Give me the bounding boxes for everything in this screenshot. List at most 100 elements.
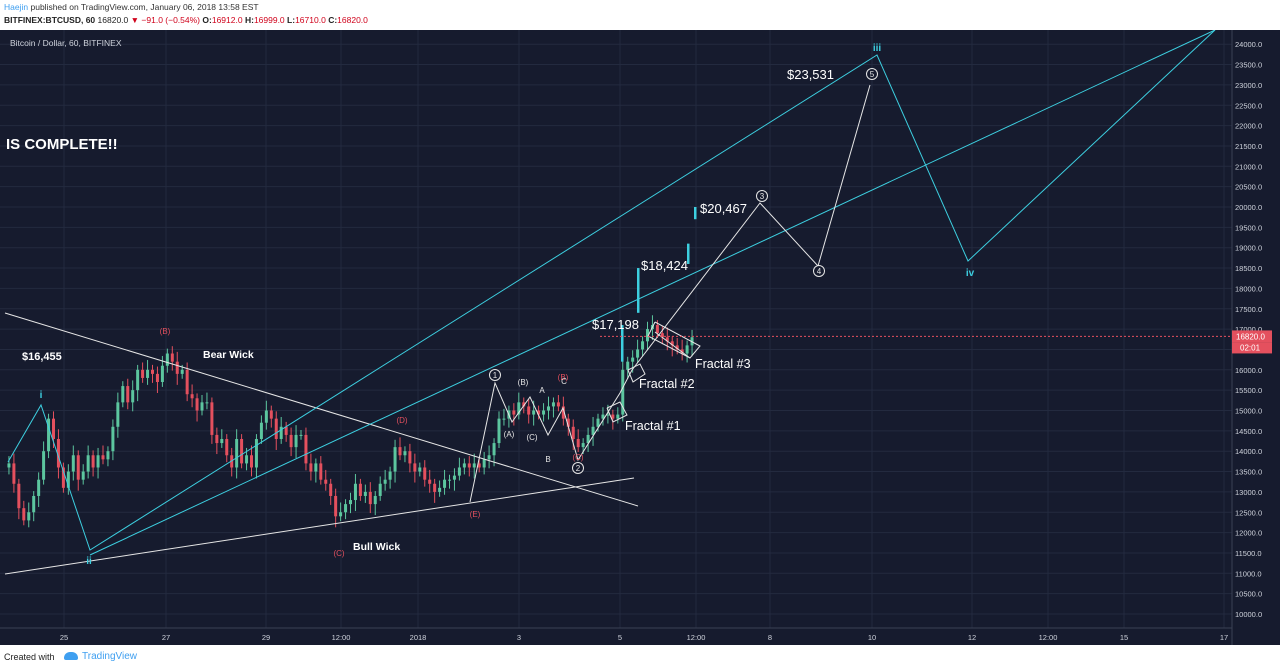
wave-label-iii: iii (873, 43, 882, 54)
candle-body (334, 495, 338, 517)
fractal-1-box (606, 401, 628, 423)
candle-body (240, 438, 244, 464)
candle-body (56, 438, 60, 468)
price-change: ▼ −91.0 (−0.54%) (130, 15, 201, 25)
candle-body (106, 451, 110, 460)
high-label: H: (244, 15, 254, 25)
candle-body (12, 463, 16, 484)
candle-body (131, 390, 135, 403)
red-wave-label: (B) (558, 373, 569, 382)
price-tick-label: 22000.0 (1235, 122, 1262, 131)
candle-body (47, 418, 51, 452)
low-label: L: (287, 15, 296, 25)
candle-body (66, 471, 70, 488)
candle-body (37, 479, 41, 496)
candle-body (467, 463, 471, 468)
candle-body (626, 361, 630, 370)
candle-body (225, 438, 229, 456)
abc-wave-label: (A) (504, 430, 515, 439)
candle-body (492, 443, 496, 456)
candle-body (170, 353, 174, 362)
candle-body (403, 451, 407, 456)
wave-number-1: 1 (493, 371, 498, 380)
candle-body (299, 434, 303, 436)
candle-body (22, 508, 26, 521)
current-price-badge (1232, 330, 1272, 343)
time-tick-label: 12 (968, 633, 976, 642)
candle-body (155, 373, 159, 383)
candle-body (81, 471, 85, 480)
candle-body (250, 455, 253, 468)
price-tick-label: 10000.0 (1235, 610, 1262, 619)
price-tick-label: 20500.0 (1235, 183, 1262, 192)
published-text: published on TradingView.com, January 06… (30, 2, 259, 12)
candle-body (655, 325, 659, 334)
price-chart[interactable]: 12345iiiiiiiv$16,455$17,198$18,424$20,46… (0, 29, 1280, 645)
triangle-lower-line (4, 477, 635, 575)
candle-body (61, 467, 65, 488)
candle-body (522, 402, 526, 407)
candle-body (294, 434, 298, 448)
chart-panel[interactable]: 1 2 3 4 5 i ii iii iv $16,455 $17,198 $18,424 $20,46… (0, 29, 1280, 645)
candle-body (259, 422, 263, 439)
candle-body (235, 438, 239, 468)
tradingview-logo[interactable]: TradingView (64, 651, 137, 662)
candle-body (101, 455, 105, 460)
fractal-spike (687, 243, 690, 264)
candle-body (353, 483, 357, 501)
price-tick-label: 11500.0 (1235, 549, 1262, 558)
price-tick-label: 15000.0 (1235, 407, 1262, 416)
open-label: O: (202, 15, 212, 25)
publish-header: Haejin published on TradingView.com, Jan… (0, 0, 1280, 30)
candle-body (126, 386, 130, 403)
wave-circle (813, 265, 825, 277)
price-tick-label: 14000.0 (1235, 447, 1262, 456)
candle-body (388, 471, 392, 480)
price-tick-label: 18000.0 (1235, 284, 1262, 293)
time-tick-label: 25 (60, 633, 68, 642)
candle-body (452, 475, 456, 480)
candle-body (180, 369, 184, 374)
candle-body (606, 414, 610, 416)
wave-label-i: i (40, 390, 43, 401)
red-wave-label: (B) (160, 327, 171, 336)
author-link[interactable]: Haejin (4, 2, 29, 12)
candle-body (160, 365, 164, 383)
candle-body (314, 463, 318, 472)
candle-body (210, 402, 214, 435)
candle-body (349, 500, 352, 505)
candle-body (502, 418, 506, 420)
candle-body (621, 369, 625, 415)
price-label: $18,424 (641, 258, 688, 273)
countdown-badge (1232, 342, 1272, 354)
candle-body (512, 410, 516, 415)
label-fractal-1: Fractal #1 (625, 419, 681, 433)
candle-body (358, 483, 362, 496)
current-price-value: 16820.0 (1236, 332, 1265, 341)
candle-body (680, 349, 684, 354)
publisher-line: Haejin published on TradingView.com, Jan… (4, 2, 259, 12)
candle-body (457, 467, 461, 476)
candle-body (245, 455, 249, 464)
time-tick-label: 27 (162, 633, 170, 642)
candle-body (185, 369, 189, 395)
candle-body (527, 406, 531, 415)
time-tick-label: 12:00 (332, 633, 351, 642)
candle-body (566, 418, 570, 427)
price-tick-label: 23000.0 (1235, 81, 1262, 90)
countdown-value: 02:01 (1240, 343, 1261, 352)
candle-body (165, 353, 169, 366)
abc-wave-label: A (539, 386, 545, 395)
time-tick-label: 17 (1220, 633, 1228, 642)
close-value: 16820.0 (337, 15, 368, 25)
wave-number-2: 2 (576, 464, 581, 473)
time-tick-label: 10 (868, 633, 876, 642)
candle-body (254, 438, 258, 468)
candle-body (636, 349, 640, 358)
candle-body (542, 410, 546, 415)
price-label: $23,531 (787, 67, 834, 82)
candle-body (561, 406, 565, 419)
candle-body (279, 426, 283, 439)
price-tick-label: 17500.0 (1235, 305, 1262, 314)
candle-body (136, 369, 140, 391)
